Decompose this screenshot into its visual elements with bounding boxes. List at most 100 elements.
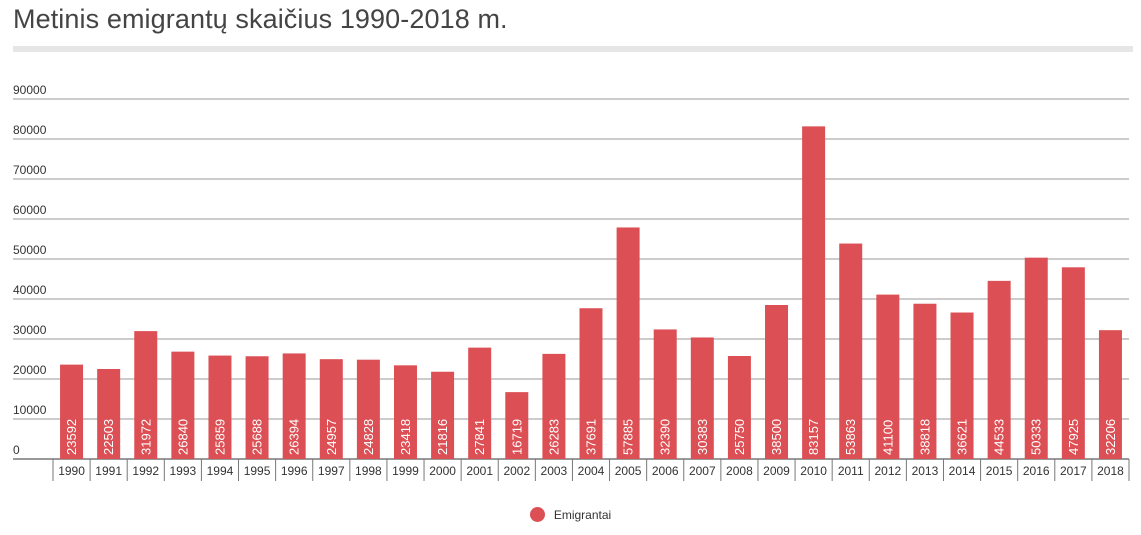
bar-value-label: 83157 — [806, 419, 821, 455]
bar-value-label: 27841 — [472, 419, 487, 455]
bar-value-label: 53863 — [843, 419, 858, 455]
bar-value-label: 22503 — [101, 419, 116, 455]
bar — [245, 356, 269, 459]
x-tick-label: 2010 — [800, 464, 827, 478]
bar-value-label: 57885 — [621, 419, 636, 455]
bar — [839, 243, 863, 459]
bar-value-label: 25750 — [732, 419, 747, 455]
x-tick-label: 2011 — [838, 464, 864, 478]
bar — [802, 126, 826, 459]
bar — [134, 331, 158, 459]
bar-value-label: 26283 — [546, 419, 561, 455]
bar — [282, 353, 306, 459]
bar-value-label: 37691 — [584, 419, 599, 455]
bar-value-label: 21816 — [435, 419, 450, 455]
x-tick-label: 2003 — [541, 464, 568, 478]
y-tick-label: 10000 — [13, 403, 47, 417]
bar-value-label: 25859 — [212, 419, 227, 455]
x-tick-label: 2016 — [1023, 464, 1050, 478]
x-tick-label: 1992 — [132, 464, 159, 478]
x-tick-label: 1991 — [95, 464, 122, 478]
x-tick-label: 2018 — [1097, 464, 1124, 478]
y-tick-label: 70000 — [13, 163, 47, 177]
bar — [653, 329, 677, 459]
bar — [505, 392, 529, 459]
x-tick-label: 2017 — [1060, 464, 1087, 478]
bar — [1098, 330, 1122, 459]
bar-value-label: 38500 — [769, 419, 784, 455]
bar-value-label: 36621 — [955, 419, 970, 455]
y-tick-label: 90000 — [13, 83, 47, 97]
x-tick-label: 2005 — [615, 464, 642, 478]
bar — [690, 337, 714, 459]
x-tick-label: 2008 — [726, 464, 753, 478]
x-tick-label: 1998 — [355, 464, 382, 478]
x-tick-label: 1997 — [318, 464, 345, 478]
bar-value-label: 23592 — [64, 419, 79, 455]
bar — [542, 353, 566, 459]
bar — [913, 303, 937, 459]
bar — [431, 371, 455, 459]
x-tick-label: 2004 — [578, 464, 605, 478]
bar-value-label: 31972 — [138, 419, 153, 455]
bar — [987, 280, 1011, 459]
legend: Emigrantai — [0, 507, 1141, 522]
y-tick-label: 60000 — [13, 203, 47, 217]
bar-value-label: 47925 — [1066, 419, 1081, 455]
bar — [950, 312, 974, 459]
legend-label: Emigrantai — [553, 507, 612, 522]
x-tick-label: 2001 — [466, 464, 493, 478]
bar-value-label: 30383 — [695, 419, 710, 455]
y-tick-label: 30000 — [13, 323, 47, 337]
bar-chart: 0 10000 20000 30000 40000 50000 60000 70000 8000… — [13, 83, 1130, 481]
bar-value-label: 23418 — [398, 419, 413, 455]
bar — [765, 305, 789, 459]
bar-value-label: 44533 — [992, 419, 1007, 455]
bar-value-label: 25688 — [250, 419, 265, 455]
x-tick-label: 2012 — [874, 464, 901, 478]
bar — [727, 356, 751, 459]
bar — [468, 347, 492, 459]
x-tick-label: 2013 — [912, 464, 939, 478]
y-tick-label: 50000 — [13, 243, 47, 257]
x-tick-label: 2009 — [763, 464, 790, 478]
x-tick-label: 2007 — [689, 464, 716, 478]
bar-value-label: 26840 — [175, 419, 190, 455]
y-tick-label: 0 — [13, 443, 20, 457]
legend-item-emigrantai[interactable]: Emigrantai — [529, 507, 612, 522]
x-tick-label: 1994 — [207, 464, 234, 478]
bar — [1061, 267, 1085, 459]
x-tick-label: 1990 — [58, 464, 85, 478]
bar — [171, 351, 195, 459]
bar — [97, 368, 121, 459]
x-tick-label: 1999 — [392, 464, 419, 478]
bar-value-label: 16719 — [509, 419, 524, 455]
x-tick-label: 1996 — [281, 464, 308, 478]
bar — [356, 359, 380, 459]
bar — [1024, 257, 1048, 459]
title-divider — [13, 46, 1133, 52]
chart-title: Metinis emigrantų skaičius 1990-2018 m. — [13, 4, 508, 34]
y-tick-label: 20000 — [13, 363, 47, 377]
bar-value-label: 26394 — [287, 419, 302, 455]
bar — [876, 294, 900, 459]
bar-value-label: 24828 — [361, 419, 376, 455]
x-tick-label: 2002 — [503, 464, 530, 478]
bar-value-label: 32206 — [1103, 419, 1118, 455]
y-tick-label: 40000 — [13, 283, 47, 297]
bar-value-label: 32390 — [658, 419, 673, 455]
bar-value-label: 41100 — [880, 420, 895, 455]
bar-value-label: 24957 — [324, 419, 339, 455]
bar-value-label: 50333 — [1029, 419, 1044, 455]
x-tick-label: 2006 — [652, 464, 679, 478]
x-tick-label: 2000 — [429, 464, 456, 478]
bar — [616, 227, 640, 459]
y-tick-label: 80000 — [13, 123, 47, 137]
bar — [579, 308, 603, 459]
bar — [393, 365, 417, 459]
bar-value-label: 38818 — [917, 419, 932, 455]
x-tick-label: 1993 — [170, 464, 197, 478]
bar — [208, 355, 232, 459]
x-tick-label: 1995 — [244, 464, 271, 478]
x-tick-label: 2015 — [986, 464, 1013, 478]
